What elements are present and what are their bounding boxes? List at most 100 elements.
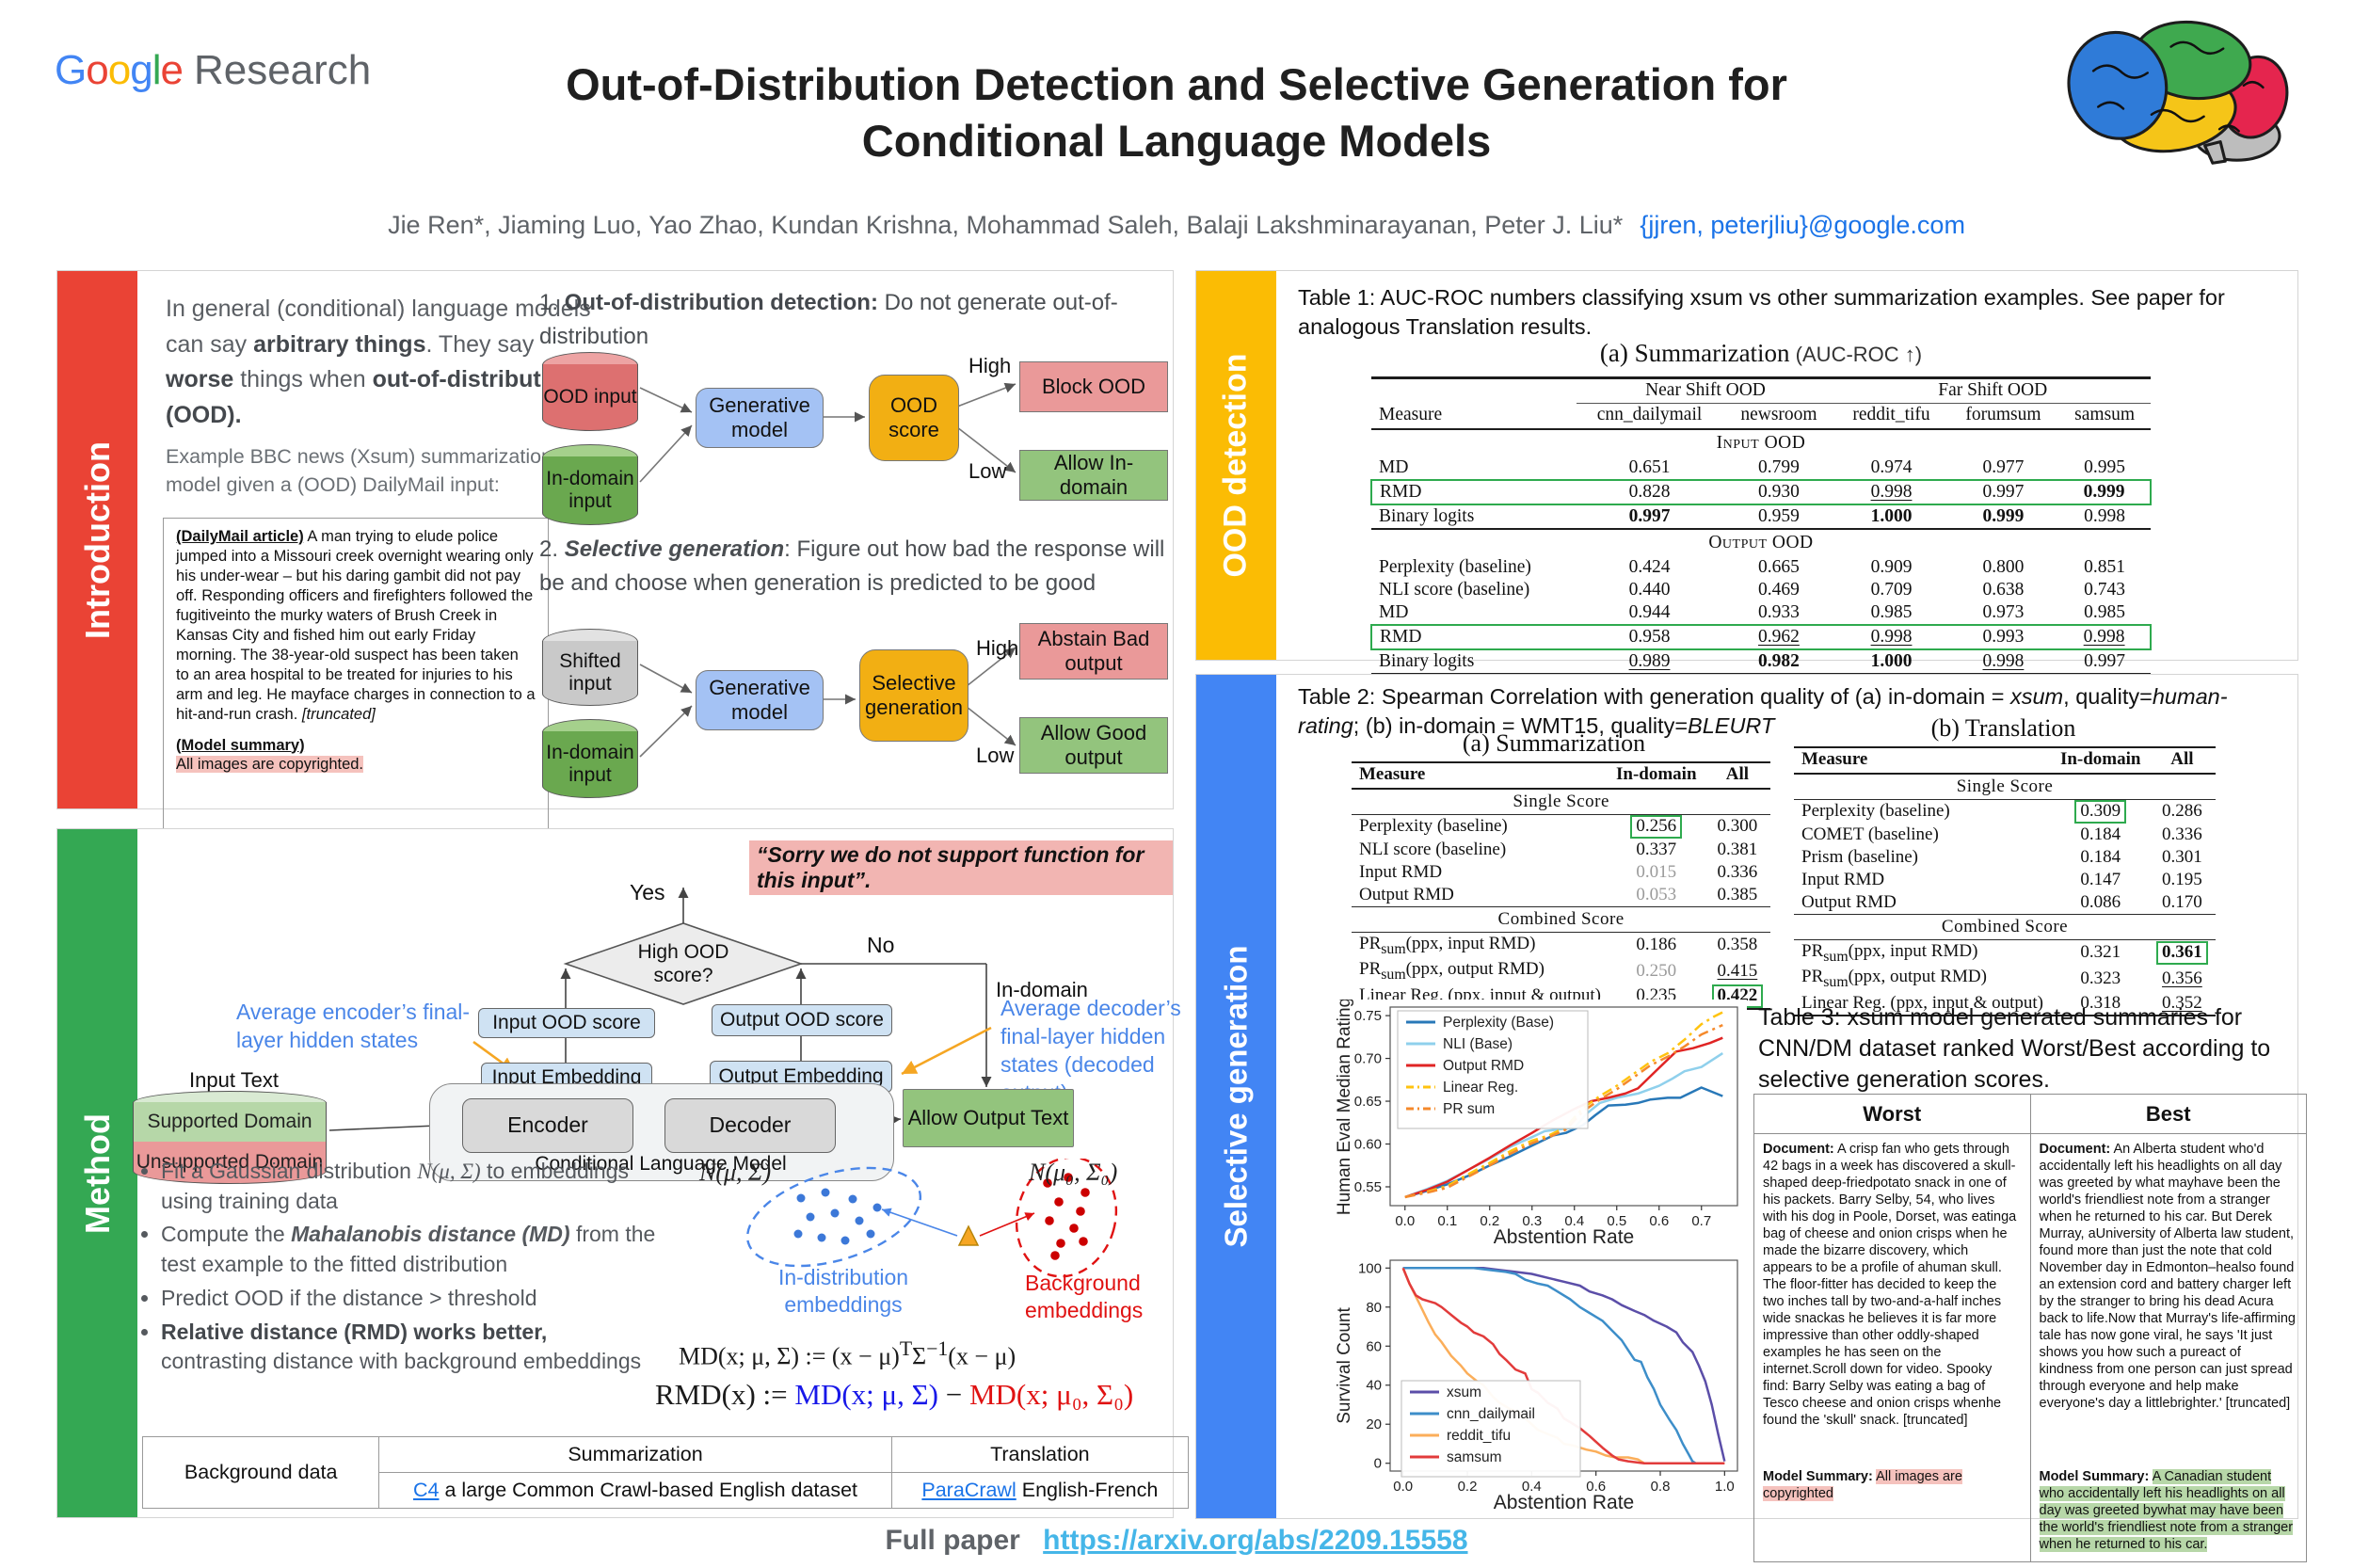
table1-caption: Table 1: AUC-ROC numbers classifying xsu… [1298, 285, 2225, 340]
series-line [1404, 1011, 1723, 1199]
svg-text:0.70: 0.70 [1354, 1051, 1382, 1067]
introduction-panel: Introduction In general (conditional) la… [56, 270, 1174, 836]
selective-generation-box: Selective generation [859, 649, 968, 742]
ood-section-label: OOD detection [1218, 353, 1254, 578]
decoder-note: Average decoder’s final-layer hidden sta… [1000, 996, 1181, 1105]
table-row: Output RMD 0.053 0.385 [1359, 884, 1758, 904]
input-ood-score-box: Input OOD score [478, 1008, 655, 1038]
best-cell: Document: An Alberta student who'd accid… [2029, 1133, 2307, 1563]
svg-text:0.6: 0.6 [1649, 1213, 1669, 1229]
survival-count-chart: 0.0 0.2 0.4 0.6 0.8 1.0 0 20 40 60 80 100 Abstention… [1335, 1253, 1747, 1514]
abstain-bad-output-box: Abstain Bad output [1019, 623, 1168, 680]
test-point-triangle [957, 1224, 980, 1246]
ood-input-label: OOD input [543, 385, 637, 408]
bullet-rmd: Relative distance (RMD) works better, co… [161, 1318, 658, 1377]
dailymail-article-text: A man trying to elude police jumped into… [176, 528, 536, 723]
best-summary: Model Summary: A Canadian student who ac… [2039, 1469, 2294, 1553]
dailymail-example-box: (DailyMail article) A man trying to elud… [163, 518, 549, 836]
svg-text:0.2: 0.2 [1480, 1213, 1499, 1229]
method-panel: Method “Sorry we do not support function… [56, 828, 1190, 1518]
table-row: Input RMD 0.015 0.336 [1359, 861, 1758, 882]
svg-text:80: 80 [1366, 1300, 1382, 1316]
worst-summary: Model Summary: All images are copyrighte… [1763, 1469, 1962, 1502]
allow-in-domain-box: Allow In-domain [1019, 450, 1168, 501]
svg-text:0.65: 0.65 [1354, 1094, 1382, 1110]
worst-cell: Document: A crisp fan who gets through 4… [1753, 1133, 2031, 1563]
svg-text:NLI (Base): NLI (Base) [1443, 1036, 1513, 1052]
svg-text:xsum: xsum [1447, 1384, 1481, 1400]
method-section-bar: Method [57, 829, 137, 1517]
svg-text:0.8: 0.8 [1651, 1479, 1671, 1495]
svg-text:0.4: 0.4 [1522, 1479, 1542, 1495]
auc-roc-table: Near Shift OOD Far Shift OOD Measure cnn_da… [1370, 376, 2152, 676]
page-title: Out-of-Distribution Detection and Select… [471, 56, 1882, 169]
table-row: Perplexity (baseline) 0.424 0.665 0.909 0.80… [1379, 557, 2126, 577]
table-row: RMD 0.828 0.930 0.998 0.997 0.999 [1370, 479, 2152, 505]
high-label: High [968, 354, 1012, 377]
ood-detection-panel: OOD detection Table 1: AUC-ROC numbers c… [1195, 270, 2298, 676]
shifted-input-cylinder: Shifted input [542, 629, 638, 706]
series-line [1402, 1267, 1697, 1464]
high-ood-score-diamond-label: High OOD score? [637, 941, 729, 987]
method-architecture-diagram: Yes No High OOD score? In-domain Input O… [95, 874, 1181, 1184]
input-domain-cylinder: Supported Domain Unsupported Domain [133, 1091, 328, 1187]
low-label-2: Low [976, 744, 1015, 767]
rmd-formula: RMD(x) := MD(x; μ, Σ) − MD(x; μ₀, Σ₀) [655, 1378, 1134, 1411]
translation-correlation-table: Measure In-domain All Single Score Perplexit… [1794, 746, 2216, 1017]
generative-model-box: Generative model [696, 388, 824, 448]
c4-link[interactable]: C4 [413, 1479, 440, 1501]
table2-caption: Table 2: Spearman Correlation with gener… [1298, 684, 2228, 739]
svg-text:Linear Reg.: Linear Reg. [1443, 1080, 1518, 1096]
no-label: No [867, 933, 895, 957]
ood-section-bar: OOD detection [1196, 271, 1276, 660]
in-domain-input-label: In-domain input [546, 467, 634, 512]
series-line [1402, 1267, 1726, 1462]
encoder-note: Average encoder’s final-layer hidden sta… [236, 1000, 471, 1052]
bullet-gaussian: Fit a Gaussian distribution N(μ, Σ) to e… [161, 1157, 658, 1216]
intro-example-text: Example BBC news (Xsum) summarization So… [166, 445, 606, 497]
summarization-correlation-table: Measure In-domain All Single Score Perplexit… [1352, 761, 1771, 1010]
worst-document: Document: A crisp fan who gets through 4… [1763, 1142, 2017, 1428]
paracrawl-link[interactable]: ParaCrawl [921, 1479, 1016, 1501]
full-paper-label: Full paper [885, 1525, 1020, 1556]
table-row: PRsum(ppx, input RMD) 0.186 0.358 [1359, 933, 1758, 957]
embeddings-ellipses [745, 1159, 1118, 1278]
model-summary-label: (Model summary) [176, 736, 305, 754]
authors: Jie Ren*, Jiaming Luo, Yao Zhao, Kundan … [388, 211, 1624, 239]
arxiv-link[interactable]: https://arxiv.org/abs/2209.15558 [1043, 1525, 1468, 1556]
generative-model-box-2: Generative model [696, 670, 824, 730]
table-row: Prism (baseline) 0.184 0.301 [1801, 846, 2202, 867]
svg-text:reddit_tifu: reddit_tifu [1447, 1428, 1511, 1444]
table-row: Binary logits 0.997 0.959 1.000 0.999 0.998 [1379, 506, 2126, 526]
email-link[interactable]: {jjren, peterjliu}@google.com [1640, 211, 1965, 239]
dailymail-article-label: (DailyMail article) [176, 528, 304, 545]
svg-text:0.2: 0.2 [1458, 1479, 1478, 1495]
selective-generation-diagram: 2. Selective generation: Figure out how … [537, 533, 1170, 801]
encoder-box: Encoder [462, 1098, 633, 1153]
high-label-2: High [976, 636, 1019, 660]
table1-subtitle: (a) Summarization (AUC-ROC ↑) [1599, 339, 1923, 367]
truncated-marker: [truncated] [301, 705, 376, 723]
human-eval-chart: 0.0 0.1 0.2 0.3 0.4 0.5 0.6 0.7 0.55 0.60 0.65 0.70… [1335, 998, 1747, 1249]
translation-header-cell: Translation [890, 1436, 1190, 1473]
c4-cell: C4 a large Common Crawl-based English da… [378, 1472, 892, 1509]
low-label: Low [968, 459, 1007, 483]
paracrawl-cell: ParaCrawl English-French [890, 1472, 1190, 1509]
in-distribution-label: In-distribution embeddings [777, 1265, 909, 1317]
svg-text:0.1: 0.1 [1437, 1213, 1457, 1229]
svg-text:0.3: 0.3 [1522, 1213, 1542, 1229]
diagram2-title: 2. Selective generation: Figure out how … [539, 536, 1165, 596]
intro-paragraph: In general (conditional) language models… [166, 296, 591, 428]
research-label: Research [193, 47, 372, 93]
series-line [1401, 1267, 1725, 1464]
svg-text:0.7: 0.7 [1691, 1213, 1711, 1229]
svg-text:Human Eval Median Rating: Human Eval Median Rating [1336, 1000, 1354, 1215]
yes-label: Yes [630, 880, 665, 904]
input-text-label: Input Text [189, 1068, 279, 1092]
table-row: MD 0.944 0.933 0.985 0.973 0.985 [1379, 602, 2126, 622]
svg-text:PR sum: PR sum [1443, 1101, 1495, 1117]
google-research-logo: Google Research [55, 47, 371, 94]
background-gaussian-label: N(μ₀, Σ₀) [1029, 1159, 1118, 1186]
selective-generation-panel: Selective generation Table 2: Spearman C… [1195, 674, 2307, 1563]
brain-logo [2067, 20, 2289, 165]
